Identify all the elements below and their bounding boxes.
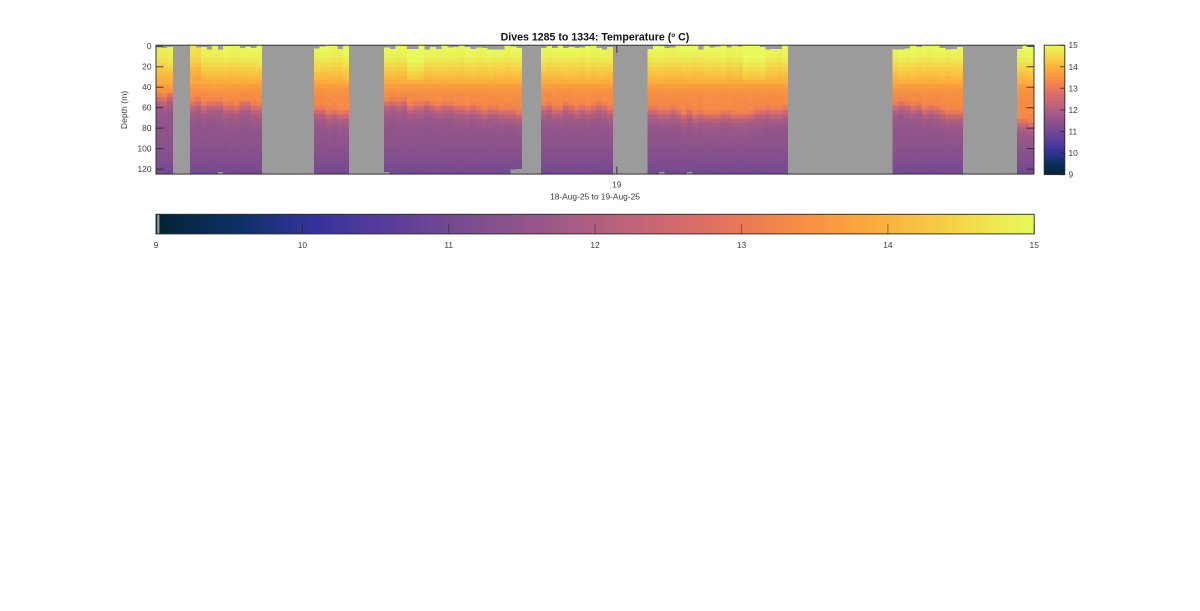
svg-text:13: 13 <box>737 240 747 250</box>
svg-text:10: 10 <box>1069 148 1079 158</box>
svg-text:80: 80 <box>142 123 152 133</box>
svg-text:19: 19 <box>612 179 622 189</box>
svg-text:Dives 1285 to 1334: Temperatur: Dives 1285 to 1334: Temperature (o C) <box>501 32 690 44</box>
svg-text:18-Aug-25 to 19-Aug-25: 18-Aug-25 to 19-Aug-25 <box>550 192 640 202</box>
svg-text:40: 40 <box>142 82 152 92</box>
svg-text:13: 13 <box>1069 83 1079 93</box>
svg-text:0: 0 <box>147 41 152 51</box>
svg-text:12: 12 <box>1069 105 1079 115</box>
svg-text:12: 12 <box>590 240 600 250</box>
svg-text:11: 11 <box>444 240 453 250</box>
svg-text:15: 15 <box>1069 40 1079 50</box>
svg-text:11: 11 <box>1069 127 1078 137</box>
svg-text:9: 9 <box>1069 170 1074 180</box>
svg-text:60: 60 <box>142 103 152 113</box>
svg-text:14: 14 <box>883 240 893 250</box>
svg-text:20: 20 <box>142 62 152 72</box>
svg-text:Depth (m): Depth (m) <box>119 91 129 129</box>
svg-text:15: 15 <box>1030 240 1040 250</box>
svg-text:9: 9 <box>154 240 159 250</box>
svg-text:10: 10 <box>298 240 308 250</box>
svg-text:100: 100 <box>138 144 152 154</box>
svg-text:14: 14 <box>1069 62 1079 72</box>
svg-text:120: 120 <box>138 164 152 174</box>
